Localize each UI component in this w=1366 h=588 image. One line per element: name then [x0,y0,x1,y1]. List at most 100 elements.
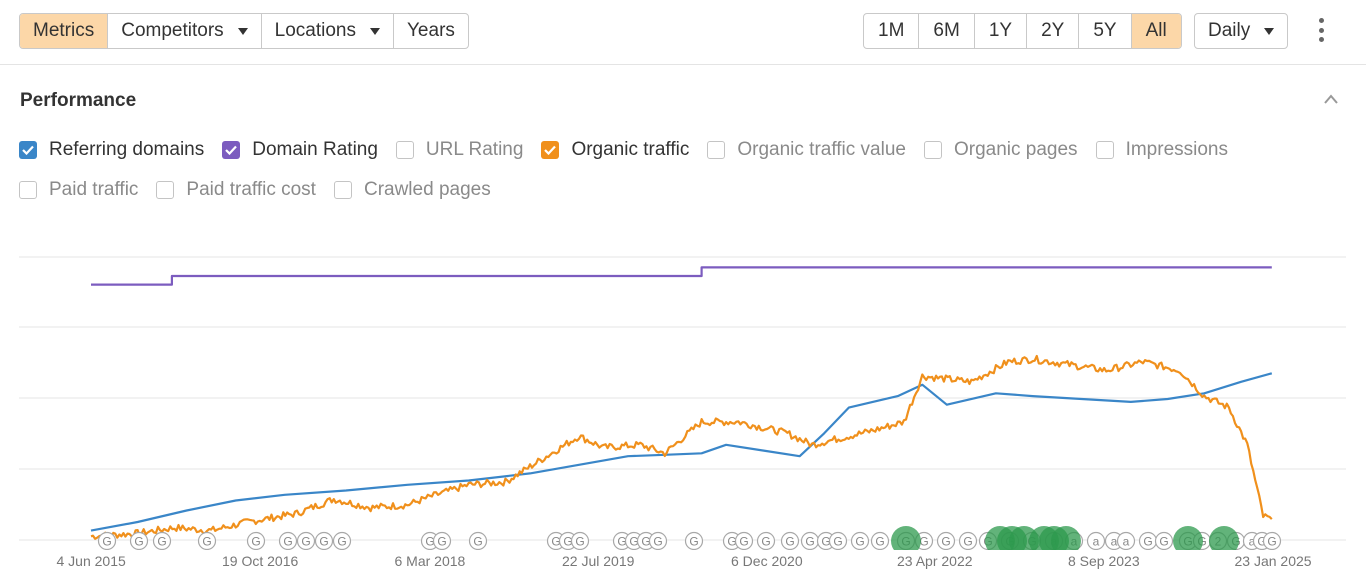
update-marker[interactable]: G [296,531,316,550]
update-marker[interactable]: G [570,531,590,550]
x-tick-label: 8 Sep 2023 [1068,553,1140,569]
tab-competitors[interactable]: Competitors [108,14,262,48]
checkbox-impressions[interactable]: Impressions [1095,139,1228,161]
checkbox-organic-traffic[interactable]: Organic traffic [541,139,689,161]
checkbox-organic-traffic-value[interactable]: Organic traffic value [707,139,906,161]
update-marker[interactable]: a [1086,531,1106,550]
update-marker-label: G [319,535,328,549]
update-marker[interactable]: G [936,531,956,550]
update-marker-label: G [337,535,346,549]
checkbox-checked-icon[interactable] [19,141,37,159]
update-marker-label: G [785,535,794,549]
checkbox-checked-icon[interactable] [541,141,560,159]
update-marker[interactable]: G [734,531,754,550]
range-1y-button[interactable]: 1Y [975,14,1028,48]
update-marker-label: a [1123,535,1130,549]
checkbox-label: URL Rating [425,139,524,160]
update-marker-label: G [437,535,446,549]
range-6m-button[interactable]: 6M [919,14,975,48]
update-marker-label: G [134,535,143,549]
update-marker[interactable]: G [1138,531,1158,550]
update-marker-label: G [202,535,211,549]
update-marker[interactable]: G [648,531,668,550]
checkbox-crawled-pages[interactable]: Crawled pages [333,179,491,201]
update-marker[interactable]: a [1116,531,1136,550]
series-line-organic-traffic [90,354,1273,540]
tab-metrics[interactable]: Metrics [20,14,109,48]
range-all-button[interactable]: All [1131,14,1181,48]
update-marker[interactable]: G [1262,531,1282,550]
update-marker[interactable]: G [332,531,352,550]
update-marker-label: G [653,535,662,549]
update-marker-label: G [1143,535,1152,549]
range-2y-button[interactable]: 2Y [1027,14,1080,48]
update-marker[interactable]: G [850,531,870,550]
x-tick-label: 4 Jun 2015 [56,553,126,569]
update-marker[interactable]: G [129,531,149,550]
interval-dropdown[interactable]: Daily [1194,13,1289,49]
update-marker[interactable]: G [780,531,800,550]
checkbox-empty-icon[interactable] [1095,141,1114,159]
interval-select[interactable]: Daily [1195,14,1287,48]
update-marker[interactable]: G [828,531,848,550]
checkbox-empty-icon[interactable] [19,181,37,199]
update-marker[interactable]: G [97,531,117,550]
x-tick-label: 23 Jan 2025 [1234,553,1312,569]
checkbox-url-rating[interactable]: URL Rating [395,139,524,161]
update-marker[interactable]: G [684,531,704,550]
update-marker-label: G [833,535,842,549]
checkbox-paid-traffic-cost[interactable]: Paid traffic cost [156,179,316,201]
range-1m-button[interactable]: 1M [864,14,920,48]
update-marker[interactable]: G [1154,531,1174,550]
update-marker[interactable]: G [246,531,266,550]
checkbox-empty-icon[interactable] [333,181,352,199]
update-marker[interactable]: G [800,531,820,550]
checkbox-checked-icon[interactable] [222,141,241,159]
update-marker-label: G [855,535,864,549]
performance-chart: GGGGGGGGGGGGGGGGGGGGGGGGGGGGGGGGGGGGaaaa… [19,256,1346,550]
checkbox-organic-pages[interactable]: Organic pages [923,139,1078,161]
checkbox-empty-icon[interactable] [923,141,942,159]
major-update-marker[interactable] [891,526,921,550]
update-marker-label: G [641,535,650,549]
checkbox-empty-icon[interactable] [156,181,175,199]
chevron-down-icon [1264,27,1275,35]
range-5y-button[interactable]: 5Y [1079,14,1132,48]
major-update-marker[interactable] [1209,526,1239,550]
kebab-vertical-icon[interactable] [1316,18,1326,42]
tab-locations[interactable]: Locations [262,14,394,48]
chevron-down-icon [237,27,248,35]
major-update-marker[interactable] [1173,526,1203,550]
update-marker-label: G [283,535,292,549]
update-marker[interactable]: G [432,531,452,550]
update-marker-label: G [629,535,638,549]
checkbox-label: Organic pages [953,139,1078,160]
checkbox-empty-icon[interactable] [707,141,726,159]
update-marker[interactable]: G [468,531,488,550]
update-marker-label: G [251,535,260,549]
update-marker[interactable]: G [870,531,890,550]
checkbox-label: Impressions [1125,139,1228,160]
update-marker-label: a [1111,535,1118,549]
update-marker-label: G [563,535,572,549]
update-marker[interactable]: G [958,531,978,550]
checkbox-label: Paid traffic [49,179,139,200]
major-update-marker[interactable] [1051,526,1081,550]
update-marker[interactable]: G [197,531,217,550]
update-marker[interactable]: G [314,531,334,550]
checkbox-empty-icon[interactable] [395,141,414,159]
update-marker[interactable]: G [152,531,172,550]
checkbox-paid-traffic[interactable]: Paid traffic [19,179,138,201]
toolbar: Metrics Competitors Locations Years 1M 6M 1Y 2… [0,0,1366,65]
update-marker-label: G [805,535,814,549]
performance-title: Performance [20,90,137,111]
chevron-up-icon[interactable] [1324,92,1338,106]
update-marker-label: G [1159,535,1168,549]
update-marker[interactable]: G [756,531,776,550]
checkbox-referring-domains[interactable]: Referring domains [19,139,204,161]
update-marker-label: G [1257,535,1266,549]
checkbox-domain-rating[interactable]: Domain Rating [222,139,378,161]
tab-years[interactable]: Years [394,14,468,48]
update-marker[interactable]: G [278,531,298,550]
update-marker-label: G [739,535,748,549]
